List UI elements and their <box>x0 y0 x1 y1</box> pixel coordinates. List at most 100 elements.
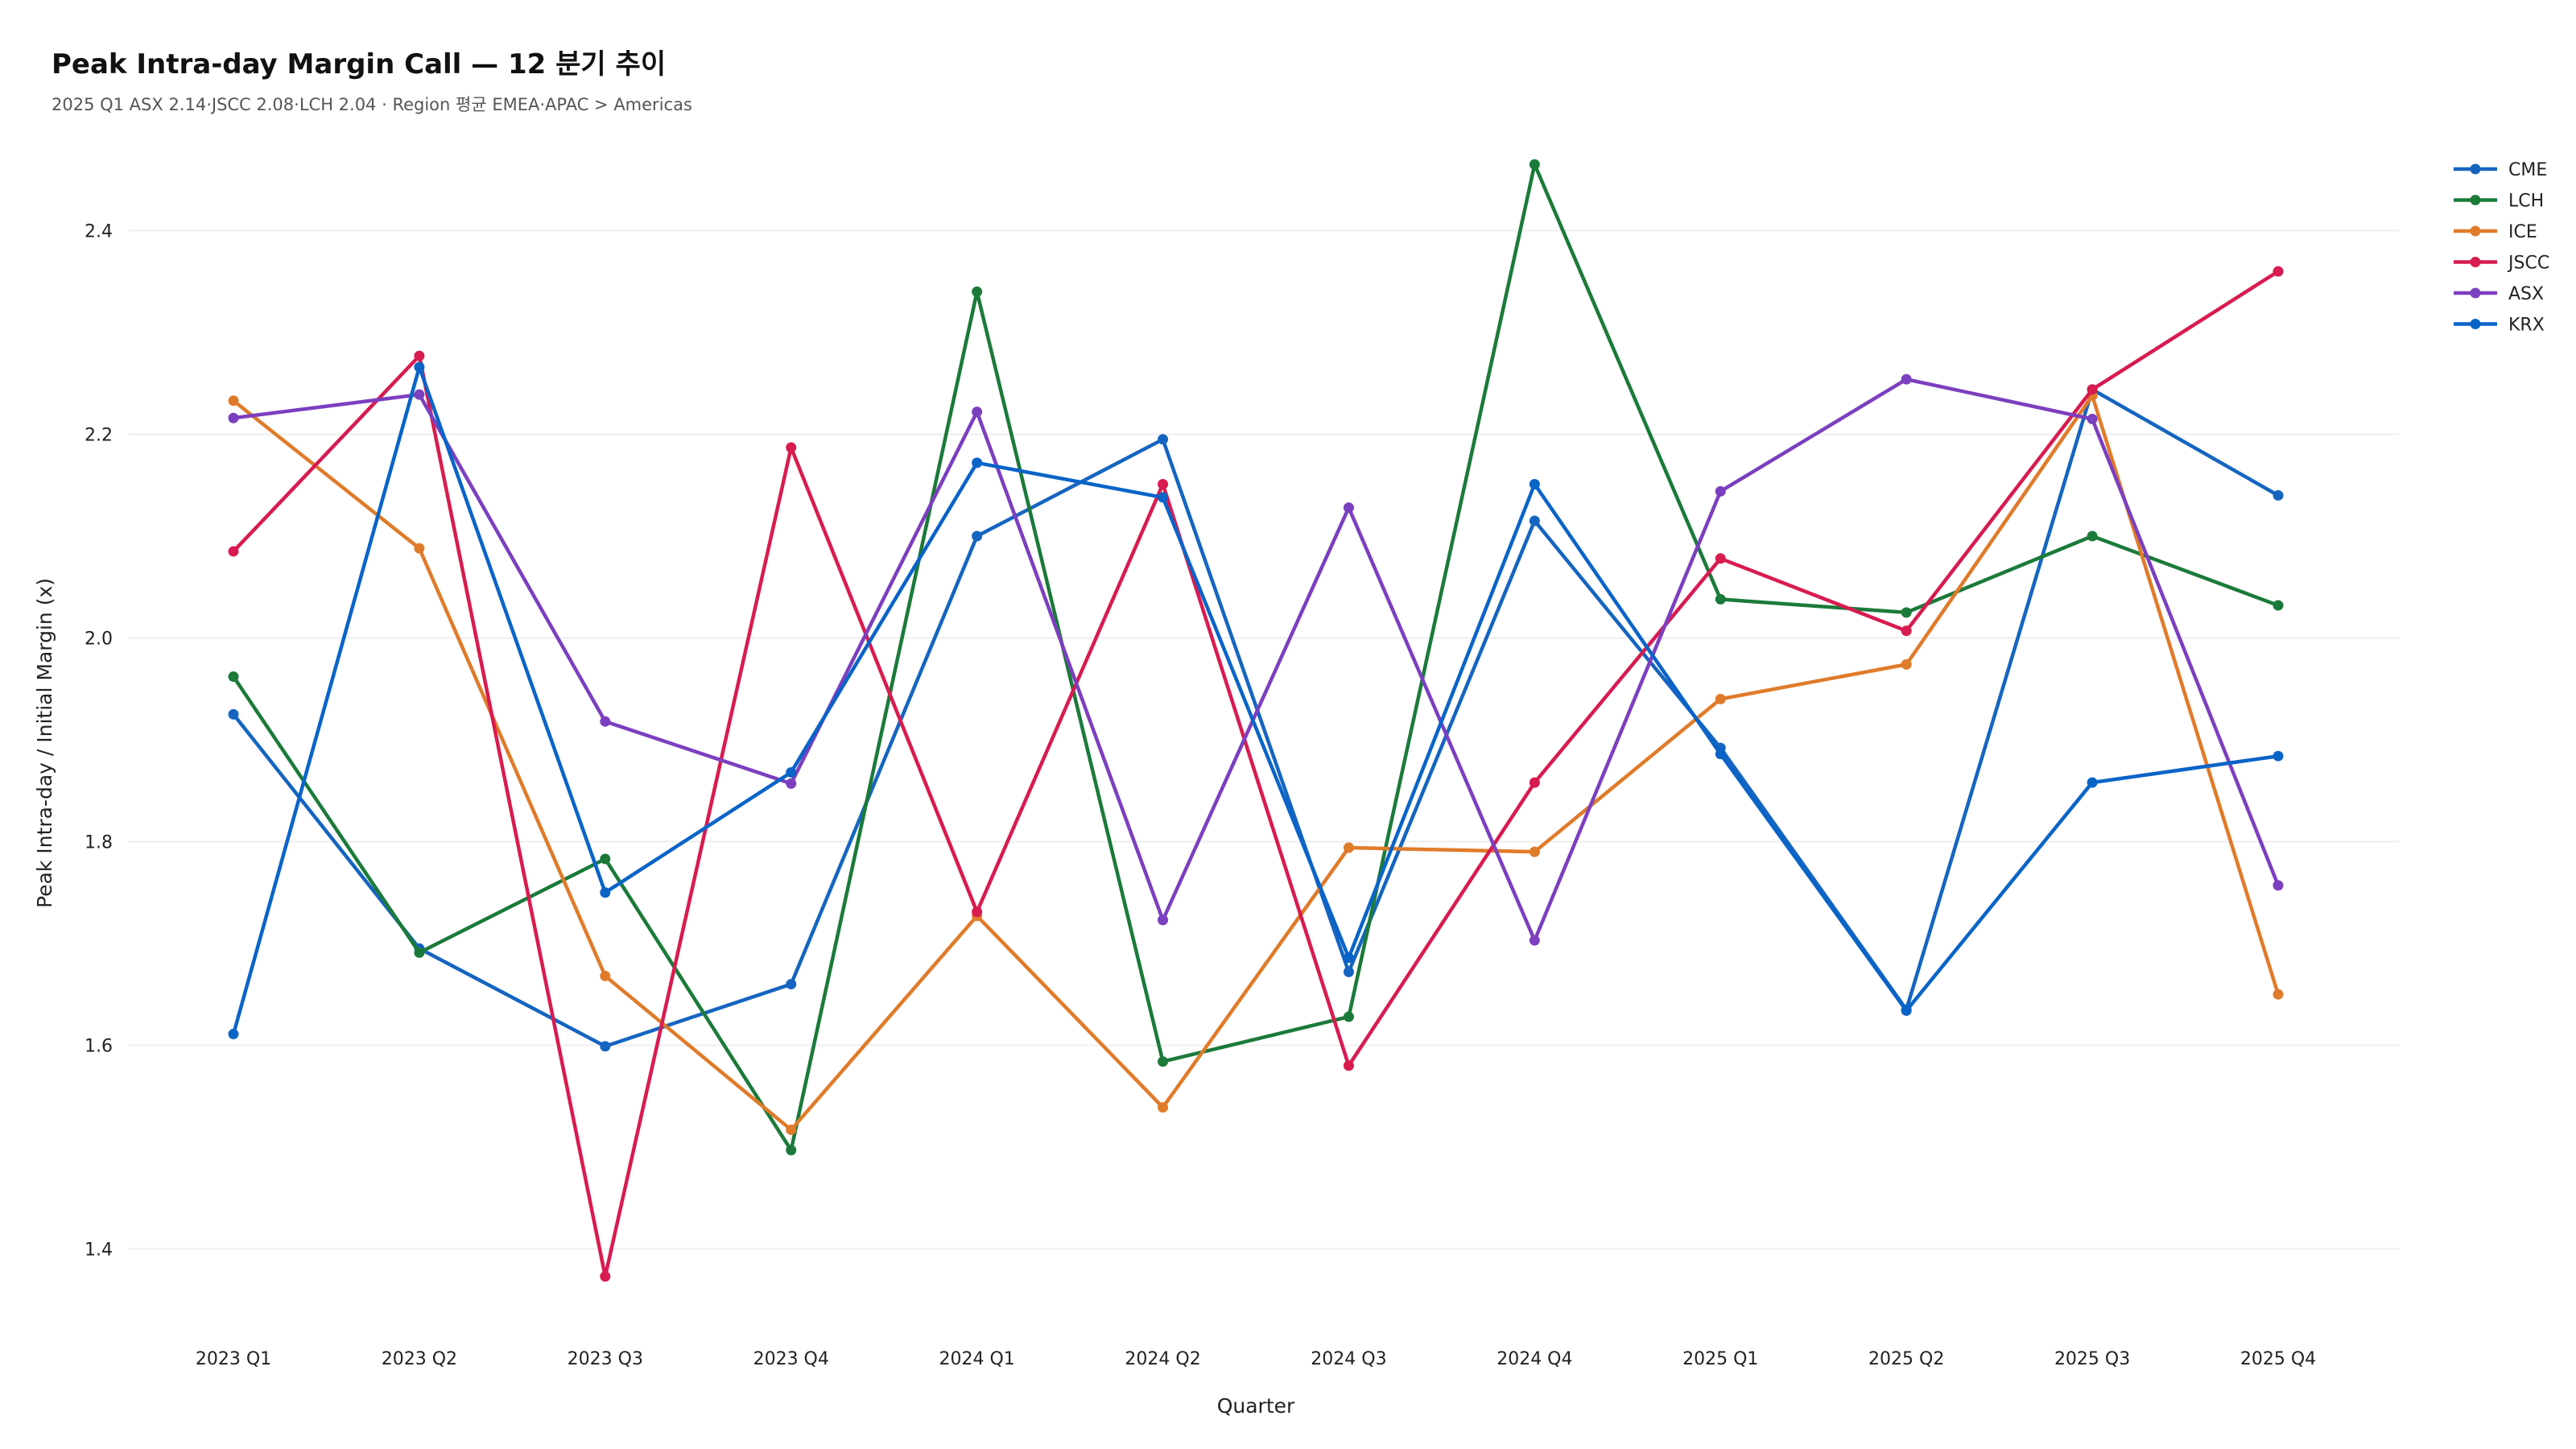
data-point[interactable] <box>2273 600 2284 611</box>
data-point[interactable] <box>1158 1056 1169 1067</box>
x-tick-label: 2023 Q4 <box>753 1349 829 1369</box>
data-point[interactable] <box>228 671 239 683</box>
data-point[interactable] <box>2087 777 2098 788</box>
chart-subtitle: 2025 Q1 ASX 2.14·JSCC 2.08·LCH 2.04 · Re… <box>52 95 692 114</box>
data-point[interactable] <box>414 389 425 400</box>
data-point[interactable] <box>1158 914 1169 926</box>
data-point[interactable] <box>600 1041 611 1052</box>
data-point[interactable] <box>414 947 425 958</box>
data-point[interactable] <box>2273 750 2284 762</box>
data-point[interactable] <box>414 350 425 361</box>
data-point[interactable] <box>2273 880 2284 891</box>
series-line-lch <box>232 163 2279 1153</box>
data-point[interactable] <box>228 708 239 720</box>
data-point[interactable] <box>1343 1011 1354 1022</box>
legend-label: KRX <box>2508 316 2545 336</box>
data-point[interactable] <box>786 1124 797 1135</box>
data-point[interactable] <box>1715 693 1726 704</box>
data-point[interactable] <box>1901 625 1912 637</box>
data-point[interactable] <box>1343 952 1354 964</box>
data-point[interactable] <box>972 906 983 918</box>
data-point[interactable] <box>1901 607 1912 618</box>
data-point[interactable] <box>228 412 239 423</box>
y-tick-label: 1.4 <box>85 1240 113 1260</box>
data-point[interactable] <box>972 457 983 469</box>
legend-item-ice[interactable]: ICE <box>2454 222 2537 242</box>
y-tick-label: 1.6 <box>85 1036 113 1056</box>
series-lch <box>228 159 2284 1156</box>
data-point[interactable] <box>1158 492 1169 503</box>
data-point[interactable] <box>1158 1102 1169 1113</box>
y-axis-ticks: 1.4 1.6 1.8 2.0 2.2 2.4 <box>85 221 113 1260</box>
data-point[interactable] <box>600 970 611 981</box>
x-tick-label: 2025 Q4 <box>2240 1349 2316 1369</box>
y-tick-label: 1.8 <box>85 832 113 852</box>
data-point[interactable] <box>228 395 239 407</box>
data-point[interactable] <box>1529 777 1540 788</box>
legend-marker <box>2470 287 2481 299</box>
legend-item-krx[interactable]: KRX <box>2454 316 2545 336</box>
data-point[interactable] <box>1529 846 1540 857</box>
legend-item-jscc[interactable]: JSCC <box>2454 254 2549 274</box>
data-point[interactable] <box>1343 502 1354 514</box>
series-line-jscc <box>232 270 2280 1278</box>
x-tick-label: 2024 Q4 <box>1496 1349 1572 1369</box>
series-asx <box>228 374 2284 946</box>
data-point[interactable] <box>1715 485 1726 497</box>
legend-label: ASX <box>2508 284 2544 304</box>
legend-label: LCH <box>2508 192 2544 212</box>
data-point[interactable] <box>972 407 983 418</box>
data-point[interactable] <box>1901 658 1912 670</box>
data-point[interactable] <box>786 1145 797 1156</box>
x-tick-label: 2025 Q1 <box>1682 1349 1758 1369</box>
data-point[interactable] <box>1715 553 1726 564</box>
data-point[interactable] <box>1158 434 1169 445</box>
data-point[interactable] <box>600 887 611 898</box>
data-point[interactable] <box>414 543 425 554</box>
legend[interactable]: CME LCH ICE JSCC ASX KRX <box>2454 160 2549 336</box>
data-point[interactable] <box>1529 478 1540 489</box>
legend-item-asx[interactable]: ASX <box>2454 284 2544 304</box>
data-point[interactable] <box>228 546 239 557</box>
data-point[interactable] <box>1343 1060 1354 1071</box>
data-point[interactable] <box>414 361 425 373</box>
legend-item-lch[interactable]: LCH <box>2454 192 2544 212</box>
grid-lines <box>129 229 2399 1250</box>
legend-marker <box>2470 225 2481 237</box>
data-point[interactable] <box>600 716 611 727</box>
data-point[interactable] <box>600 1271 611 1282</box>
data-point[interactable] <box>1158 478 1169 489</box>
data-point[interactable] <box>972 530 983 542</box>
legend-label: CME <box>2508 160 2547 180</box>
data-point[interactable] <box>2273 989 2284 1000</box>
data-point[interactable] <box>972 286 983 297</box>
data-point[interactable] <box>1343 966 1354 977</box>
y-axis-title: Peak Intra-day / Initial Margin (x) <box>33 578 56 908</box>
data-point[interactable] <box>1901 374 1912 385</box>
data-point[interactable] <box>600 853 611 865</box>
data-point[interactable] <box>786 979 797 990</box>
data-point[interactable] <box>2087 384 2098 395</box>
x-tick-label: 2024 Q2 <box>1125 1349 1200 1369</box>
x-axis-title: Quarter <box>1217 1394 1295 1418</box>
data-point[interactable] <box>2087 414 2098 425</box>
data-point[interactable] <box>2273 266 2284 277</box>
data-point[interactable] <box>786 766 797 778</box>
legend-item-cme[interactable]: CME <box>2454 160 2547 180</box>
data-point[interactable] <box>1901 1005 1912 1016</box>
data-point[interactable] <box>786 778 797 789</box>
data-point[interactable] <box>2273 489 2284 501</box>
data-point[interactable] <box>1529 159 1540 170</box>
data-point[interactable] <box>1343 842 1354 853</box>
data-point[interactable] <box>1529 935 1540 946</box>
data-point[interactable] <box>1715 593 1726 605</box>
legend-marker <box>2470 195 2481 205</box>
data-point[interactable] <box>228 1029 239 1040</box>
series-line-krx <box>231 365 2279 1035</box>
data-point[interactable] <box>1715 749 1726 760</box>
data-point[interactable] <box>1529 515 1540 526</box>
data-point[interactable] <box>2087 530 2098 542</box>
data-point[interactable] <box>786 442 797 453</box>
